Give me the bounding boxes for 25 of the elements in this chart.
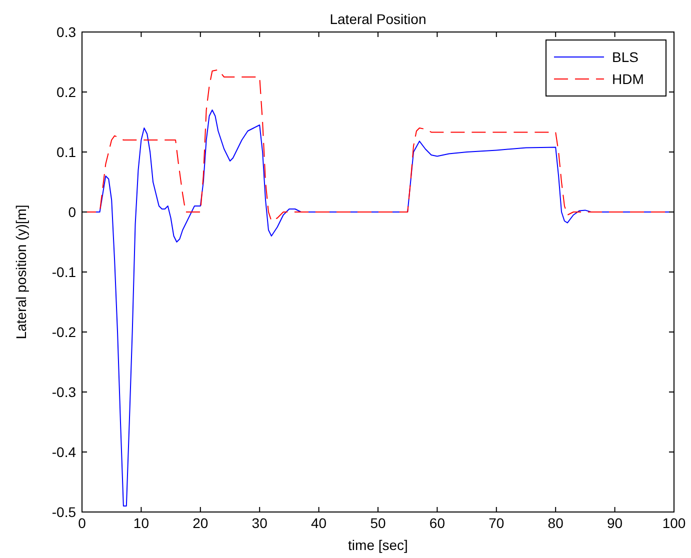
x-tick-label: 0 [78,515,86,531]
x-tick-label: 70 [488,515,504,531]
x-tick-label: 100 [662,515,686,531]
x-tick-label: 90 [607,515,623,531]
x-tick-label: 20 [192,515,208,531]
x-tick-label: 40 [311,515,327,531]
y-axis-title: Lateral position (y)[m] [13,204,29,340]
x-tick-label: 30 [252,515,268,531]
x-tick-label: 80 [548,515,564,531]
y-tick-label: -0.2 [52,324,76,340]
y-tick-label: -0.3 [52,384,76,400]
legend-label: BLS [612,49,638,65]
x-axis-title: time [sec] [348,537,408,553]
y-tick-label: 0.3 [56,24,76,40]
x-tick-label: 50 [370,515,386,531]
chart-title: Lateral Position [330,11,426,27]
y-tick-label: 0.2 [56,84,76,100]
y-tick-label: -0.4 [52,444,76,460]
x-tick-label: 10 [133,515,150,531]
y-tick-label: -0.5 [52,504,76,520]
x-tick-label: 60 [429,515,446,531]
y-tick-label: -0.1 [52,264,76,280]
legend-label: HDM [612,71,644,87]
y-tick-label: 0 [68,204,76,220]
y-tick-label: 0.1 [56,144,76,160]
